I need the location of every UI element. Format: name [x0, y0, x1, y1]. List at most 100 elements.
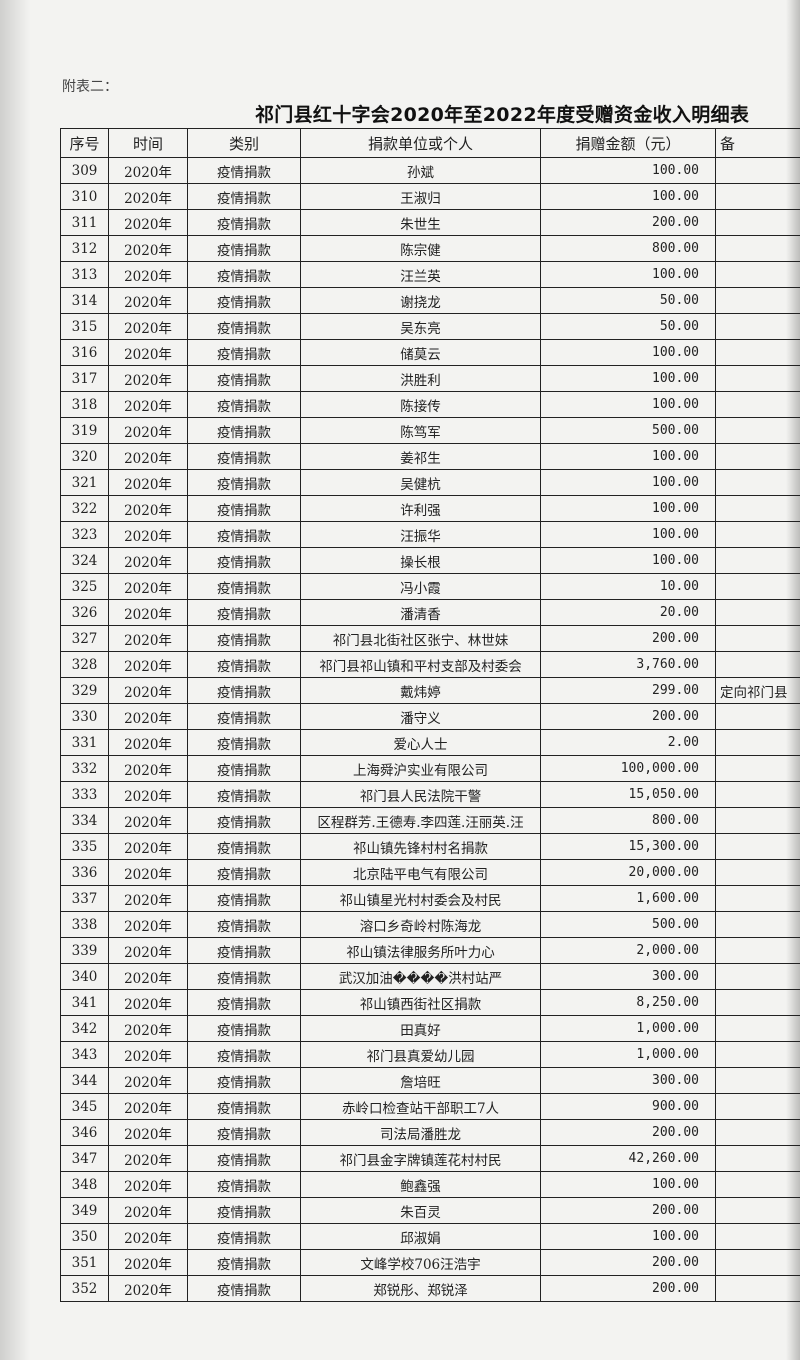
cell-no: 313 [60, 261, 109, 288]
cell-year: 2020年 [108, 235, 188, 262]
cell-amount: 100.00 [540, 547, 716, 574]
table-row: 333 2020年 疫情捐款 祁门县人民法院干警 15,050.00 [60, 781, 800, 808]
cell-amount: 100.00 [540, 495, 716, 522]
cell-no: 317 [60, 365, 109, 392]
cell-no: 341 [60, 989, 109, 1016]
cell-no: 351 [60, 1249, 109, 1276]
cell-year: 2020年 [108, 443, 188, 470]
cell-amount: 100.00 [540, 443, 716, 470]
cell-note [715, 391, 800, 418]
cell-amount: 200.00 [540, 1119, 716, 1146]
cell-type: 疫情捐款 [187, 1197, 301, 1224]
cell-amount: 1,000.00 [540, 1015, 716, 1042]
cell-donor: 上海舜沪实业有限公司 [300, 755, 541, 782]
cell-amount: 200.00 [540, 625, 716, 652]
cell-year: 2020年 [108, 859, 188, 886]
cell-donor: 陈笃军 [300, 417, 541, 444]
cell-donor: 司法局潘胜龙 [300, 1119, 541, 1146]
cell-note [715, 703, 800, 730]
cell-type: 疫情捐款 [187, 1041, 301, 1068]
cell-amount: 2.00 [540, 729, 716, 756]
cell-donor: 祁门县祁山镇和平村支部及村委会 [300, 651, 541, 678]
table-row: 344 2020年 疫情捐款 詹培旺 300.00 [60, 1067, 800, 1094]
cell-donor: 詹培旺 [300, 1067, 541, 1094]
cell-type: 疫情捐款 [187, 1223, 301, 1250]
cell-note [715, 495, 800, 522]
cell-year: 2020年 [108, 1093, 188, 1120]
cell-note [715, 989, 800, 1016]
cell-amount: 50.00 [540, 313, 716, 340]
cell-year: 2020年 [108, 599, 188, 626]
table-row: 339 2020年 疫情捐款 祁山镇法律服务所叶力心 2,000.00 [60, 937, 800, 964]
table-row: 347 2020年 疫情捐款 祁门县金字牌镇莲花村村民 42,260.00 [60, 1145, 800, 1172]
table-row: 310 2020年 疫情捐款 王淑归 100.00 [60, 183, 800, 210]
donation-table: 序号 时间 类别 捐款单位或个人 捐赠金额（元） 备 309 2020年 疫情捐款孙… [60, 128, 800, 1302]
table-row: 340 2020年 疫情捐款 武汉加油����洪村站严 300.00 [60, 963, 800, 990]
cell-amount: 100.00 [540, 365, 716, 392]
cell-donor: 祁门县金字牌镇莲花村村民 [300, 1145, 541, 1172]
table-header-row: 序号 时间 类别 捐款单位或个人 捐赠金额（元） 备 [60, 128, 800, 158]
table-row: 336 2020年 疫情捐款 北京陆平电气有限公司 20,000.00 [60, 859, 800, 886]
cell-amount: 500.00 [540, 911, 716, 938]
cell-type: 疫情捐款 [187, 755, 301, 782]
cell-type: 疫情捐款 [187, 495, 301, 522]
cell-type: 疫情捐款 [187, 833, 301, 860]
cell-amount: 200.00 [540, 1197, 716, 1224]
cell-donor: 吴健杭 [300, 469, 541, 496]
cell-year: 2020年 [108, 911, 188, 938]
cell-amount: 10.00 [540, 573, 716, 600]
cell-type: 疫情捐款 [187, 183, 301, 210]
cell-type: 疫情捐款 [187, 157, 301, 184]
cell-year: 2020年 [108, 1041, 188, 1068]
cell-year: 2020年 [108, 1171, 188, 1198]
cell-year: 2020年 [108, 183, 188, 210]
cell-donor: 朱百灵 [300, 1197, 541, 1224]
cell-donor: 祁山镇西街社区捐款 [300, 989, 541, 1016]
cell-note [715, 313, 800, 340]
header-donor: 捐款单位或个人 [300, 128, 541, 158]
cell-year: 2020年 [108, 1119, 188, 1146]
cell-donor: 区程群芳.王德寿.李四莲.汪丽英.汪 [300, 807, 541, 834]
header-type: 类别 [187, 128, 301, 158]
cell-year: 2020年 [108, 469, 188, 496]
cell-no: 344 [60, 1067, 109, 1094]
cell-year: 2020年 [108, 1197, 188, 1224]
cell-amount: 20.00 [540, 599, 716, 626]
cell-note [715, 599, 800, 626]
cell-amount: 800.00 [540, 235, 716, 262]
cell-no: 333 [60, 781, 109, 808]
cell-no: 342 [60, 1015, 109, 1042]
cell-year: 2020年 [108, 287, 188, 314]
cell-note [715, 469, 800, 496]
cell-note [715, 1197, 800, 1224]
cell-donor: 田真好 [300, 1015, 541, 1042]
table-row: 345 2020年 疫情捐款 赤岭口检查站干部职工7人 900.00 [60, 1093, 800, 1120]
cell-amount: 42,260.00 [540, 1145, 716, 1172]
cell-year: 2020年 [108, 209, 188, 236]
cell-no: 328 [60, 651, 109, 678]
cell-note [715, 235, 800, 262]
cell-no: 327 [60, 625, 109, 652]
cell-type: 疫情捐款 [187, 573, 301, 600]
cell-amount: 100.00 [540, 521, 716, 548]
cell-no: 339 [60, 937, 109, 964]
table-row: 341 2020年 疫情捐款 祁山镇西街社区捐款 8,250.00 [60, 989, 800, 1016]
cell-amount: 50.00 [540, 287, 716, 314]
cell-type: 疫情捐款 [187, 1275, 301, 1302]
cell-amount: 200.00 [540, 209, 716, 236]
cell-note [715, 859, 800, 886]
cell-note [715, 755, 800, 782]
cell-note [715, 1275, 800, 1302]
cell-year: 2020年 [108, 703, 188, 730]
header-year: 时间 [108, 128, 188, 158]
cell-type: 疫情捐款 [187, 417, 301, 444]
cell-amount: 20,000.00 [540, 859, 716, 886]
cell-note [715, 729, 800, 756]
cell-donor: 郑锐彤、郑锐泽 [300, 1275, 541, 1302]
cell-donor: 戴炜婷 [300, 677, 541, 704]
cell-year: 2020年 [108, 651, 188, 678]
cell-year: 2020年 [108, 755, 188, 782]
cell-year: 2020年 [108, 1145, 188, 1172]
cell-note [715, 1119, 800, 1146]
cell-type: 疫情捐款 [187, 1067, 301, 1094]
